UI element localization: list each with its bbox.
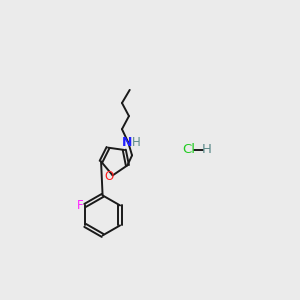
Text: N: N [122,136,133,149]
Text: Cl: Cl [182,143,195,157]
Text: O: O [104,169,113,183]
Text: H: H [202,143,212,157]
Text: F: F [77,199,84,212]
Text: H: H [132,136,140,149]
